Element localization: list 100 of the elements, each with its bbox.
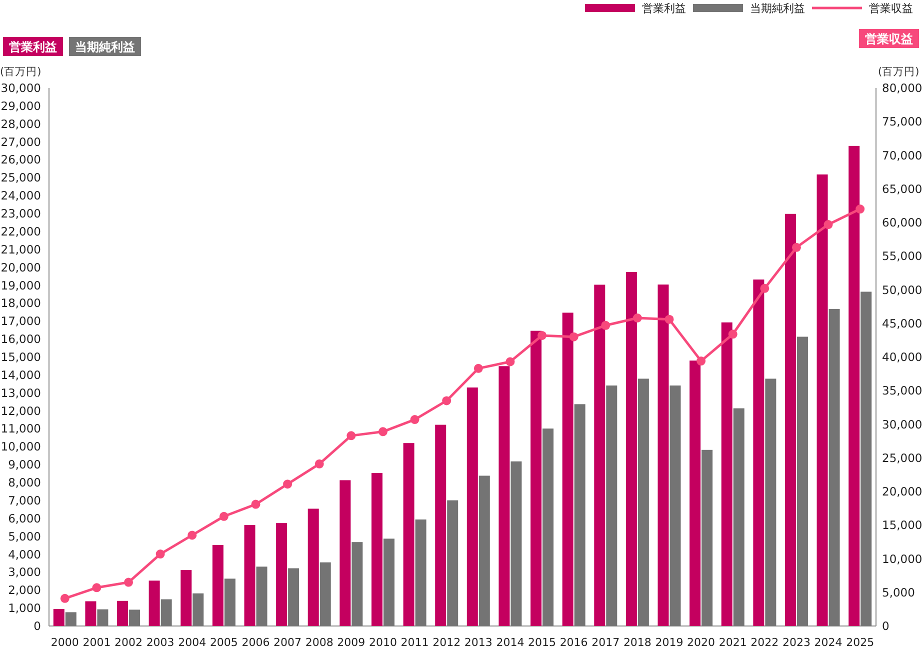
bar	[690, 360, 701, 626]
point	[760, 284, 770, 293]
bar	[733, 408, 744, 626]
y-tick-label: 22,000	[0, 224, 41, 238]
bar	[97, 609, 108, 626]
y2-tick-label: 35,000	[882, 384, 922, 398]
x-tick-label: 2006	[242, 636, 270, 648]
x-tick-label: 2015	[528, 636, 556, 648]
x-tick-label: 2019	[655, 636, 684, 648]
bar	[574, 404, 586, 626]
x-tick-label: 2000	[50, 636, 79, 648]
y2-tick-label: 25,000	[882, 450, 922, 465]
text: 営業利益	[9, 40, 57, 54]
x-tick-label: 2020	[687, 636, 716, 648]
x-tick-label: 2022	[750, 636, 779, 648]
x-tick-label: 2003	[146, 636, 174, 648]
point	[664, 314, 674, 324]
y-tick-label: 21,000	[0, 242, 41, 256]
bar	[85, 601, 96, 626]
bar	[478, 476, 490, 626]
y2-tick-label: 20,000	[882, 484, 922, 498]
bar	[828, 308, 840, 626]
bar	[562, 312, 574, 626]
point	[442, 396, 452, 406]
bar	[658, 284, 669, 626]
y-tick-label: 6,000	[8, 511, 41, 526]
bar	[784, 214, 796, 626]
bar	[638, 378, 649, 626]
y2-tick-label: 50,000	[882, 282, 922, 297]
point	[346, 431, 356, 440]
y2-tick-label: 55,000	[882, 249, 922, 264]
point	[632, 313, 642, 322]
y-tick-label: 28,000	[0, 116, 41, 131]
point	[156, 550, 165, 559]
point	[728, 330, 738, 339]
bar	[371, 473, 382, 626]
bar	[212, 544, 224, 626]
bar	[53, 608, 64, 626]
point	[219, 512, 228, 521]
y-tick-label: 9,000	[8, 458, 41, 472]
bar	[180, 570, 192, 626]
legend-label: 営業利益	[642, 2, 686, 15]
x-tick-label: 2016	[560, 636, 588, 648]
y-tick-label: 30,000	[0, 81, 41, 95]
bar	[447, 500, 458, 626]
x-tick-label: 2021	[718, 636, 747, 648]
point	[92, 583, 102, 592]
point	[856, 204, 865, 214]
y-tick-label: 11,000	[0, 422, 41, 436]
point	[506, 357, 515, 366]
bar	[244, 525, 256, 626]
point	[251, 500, 260, 509]
text: 営業収益	[865, 32, 913, 46]
bar	[510, 461, 522, 626]
x-tick-label: 2008	[305, 636, 334, 648]
point	[569, 332, 578, 342]
x-tick-label: 2005	[210, 636, 238, 648]
x-tick-label: 2023	[782, 636, 810, 648]
y-tick-label: 1,000	[8, 601, 41, 616]
y-tick-label: 24,000	[0, 188, 41, 203]
y2-tick-label: 60,000	[882, 216, 922, 230]
point	[283, 480, 292, 489]
y2-tick-label: 65,000	[882, 182, 922, 196]
y-tick-label: 20,000	[0, 260, 41, 274]
y2-tick-label: 5,000	[882, 585, 915, 600]
y-tick-label: 18,000	[0, 296, 41, 310]
y-tick-label: 29,000	[0, 98, 41, 113]
bar	[320, 562, 331, 626]
point	[314, 459, 324, 468]
y-tick-label: 15,000	[0, 350, 41, 364]
bar	[256, 566, 268, 626]
bar	[670, 386, 681, 626]
bar	[65, 612, 76, 626]
bar	[796, 336, 808, 626]
x-tick-label: 2009	[337, 636, 366, 648]
legend-label: 営業収益	[869, 2, 913, 15]
point	[124, 578, 134, 587]
point	[824, 220, 833, 230]
y-axis-title: (百万円)	[0, 66, 42, 78]
y-tick-label: 7,000	[8, 493, 41, 508]
text: 当期純利益	[75, 40, 135, 54]
point	[601, 320, 610, 330]
y2-tick-label: 15,000	[882, 518, 922, 532]
y-tick-label: 19,000	[0, 278, 41, 292]
y2-tick-label: 30,000	[882, 417, 922, 432]
bar	[224, 578, 236, 626]
bar	[192, 593, 204, 626]
y2-tick-label: 80,000	[882, 81, 922, 95]
y-tick-label: 27,000	[0, 134, 41, 149]
bar	[848, 146, 860, 626]
bar	[160, 599, 172, 626]
bar	[594, 284, 606, 626]
y2-tick-label: 0	[882, 619, 890, 633]
y-tick-label: 2,000	[8, 583, 41, 598]
y-tick-label: 25,000	[0, 170, 41, 185]
y2-axis-title: (百万円)	[878, 66, 920, 78]
point	[538, 330, 547, 340]
y-tick-label: 10,000	[0, 440, 41, 454]
point	[378, 427, 388, 436]
x-tick-label: 2017	[592, 636, 620, 648]
